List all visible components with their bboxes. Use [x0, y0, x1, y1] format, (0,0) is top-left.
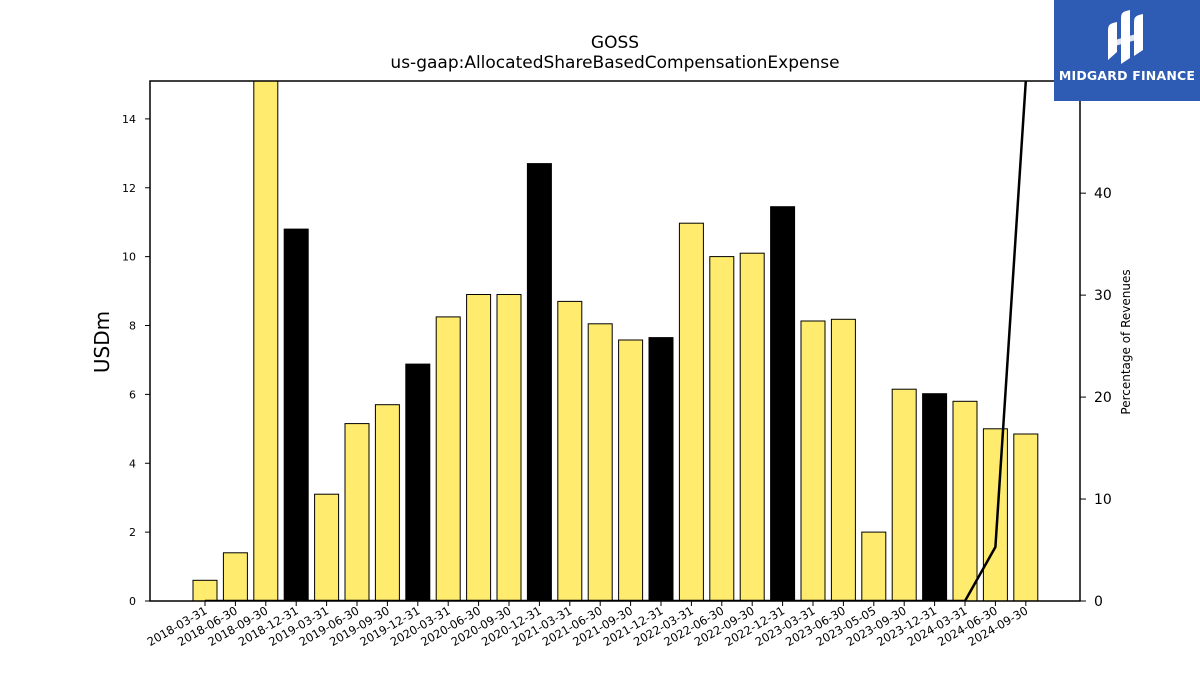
bar-2020-06-30	[466, 294, 492, 602]
bar-2020-03-31	[435, 316, 461, 602]
midgard-logo-icon	[1108, 10, 1143, 64]
bar-2023-06-30	[830, 318, 856, 602]
brand-logo-text: MIDGARD FINANCE	[1058, 68, 1196, 83]
bar-2024-03-31	[952, 400, 978, 602]
y-tick-label: 8	[129, 320, 136, 333]
bar-2019-03-31	[314, 493, 340, 602]
axes-group: 024681012140102030402018-03-312018-06-30…	[122, 80, 1112, 649]
bar-2021-03-31	[557, 300, 583, 602]
y2-tick-label: 0	[1094, 594, 1103, 610]
y-tick-label: 10	[122, 251, 136, 264]
y2-tick-label: 20	[1094, 390, 1112, 406]
bar-2024-09-30	[1013, 433, 1039, 602]
y-tick-label: 6	[129, 388, 136, 401]
chart-subtitle: us-gaap:AllocatedShareBasedCompensationE…	[390, 53, 839, 73]
bar-2022-03-31	[678, 222, 704, 602]
y2-tick-label: 10	[1094, 492, 1112, 508]
bar-2023-12-31	[922, 393, 948, 602]
bar-2020-12-31	[526, 163, 552, 602]
bar-2018-09-30	[253, 80, 279, 602]
bar-2021-12-31	[648, 337, 674, 602]
bar-2021-09-30	[618, 339, 644, 602]
bar-2022-06-30	[709, 256, 735, 602]
y-tick-label: 2	[129, 526, 136, 539]
bar-2023-05-05	[861, 531, 887, 602]
bar-2020-09-30	[496, 294, 522, 602]
chart-title: GOSS	[591, 33, 639, 53]
y-tick-label: 14	[122, 113, 136, 126]
bar-2019-09-30	[374, 404, 400, 602]
brand-logo: MIDGARD FINANCE	[1054, 0, 1200, 101]
bar-2018-06-30	[222, 552, 248, 602]
bar-2022-12-31	[770, 206, 796, 602]
bars-group	[192, 80, 1039, 602]
y-tick-label: 12	[122, 182, 136, 195]
y2-tick-label: 30	[1094, 288, 1112, 304]
bar-2022-09-30	[739, 252, 765, 602]
y2-tick-label: 40	[1094, 186, 1112, 202]
y-axis-label: USDm	[90, 311, 114, 373]
bar-2018-12-31	[283, 228, 309, 602]
bar-2023-09-30	[891, 388, 917, 602]
bar-2018-03-31	[192, 579, 218, 602]
bar-2019-12-31	[405, 363, 431, 602]
bar-2021-06-30	[587, 323, 613, 602]
y-tick-label: 4	[129, 457, 136, 470]
bar-2024-06-30	[982, 428, 1008, 602]
y2-axis-label: Percentage of Revenues	[1119, 269, 1133, 414]
y-tick-label: 0	[129, 595, 136, 608]
plot-frame	[149, 80, 1081, 602]
bar-2019-06-30	[344, 423, 370, 602]
bar-2023-03-31	[800, 320, 826, 602]
